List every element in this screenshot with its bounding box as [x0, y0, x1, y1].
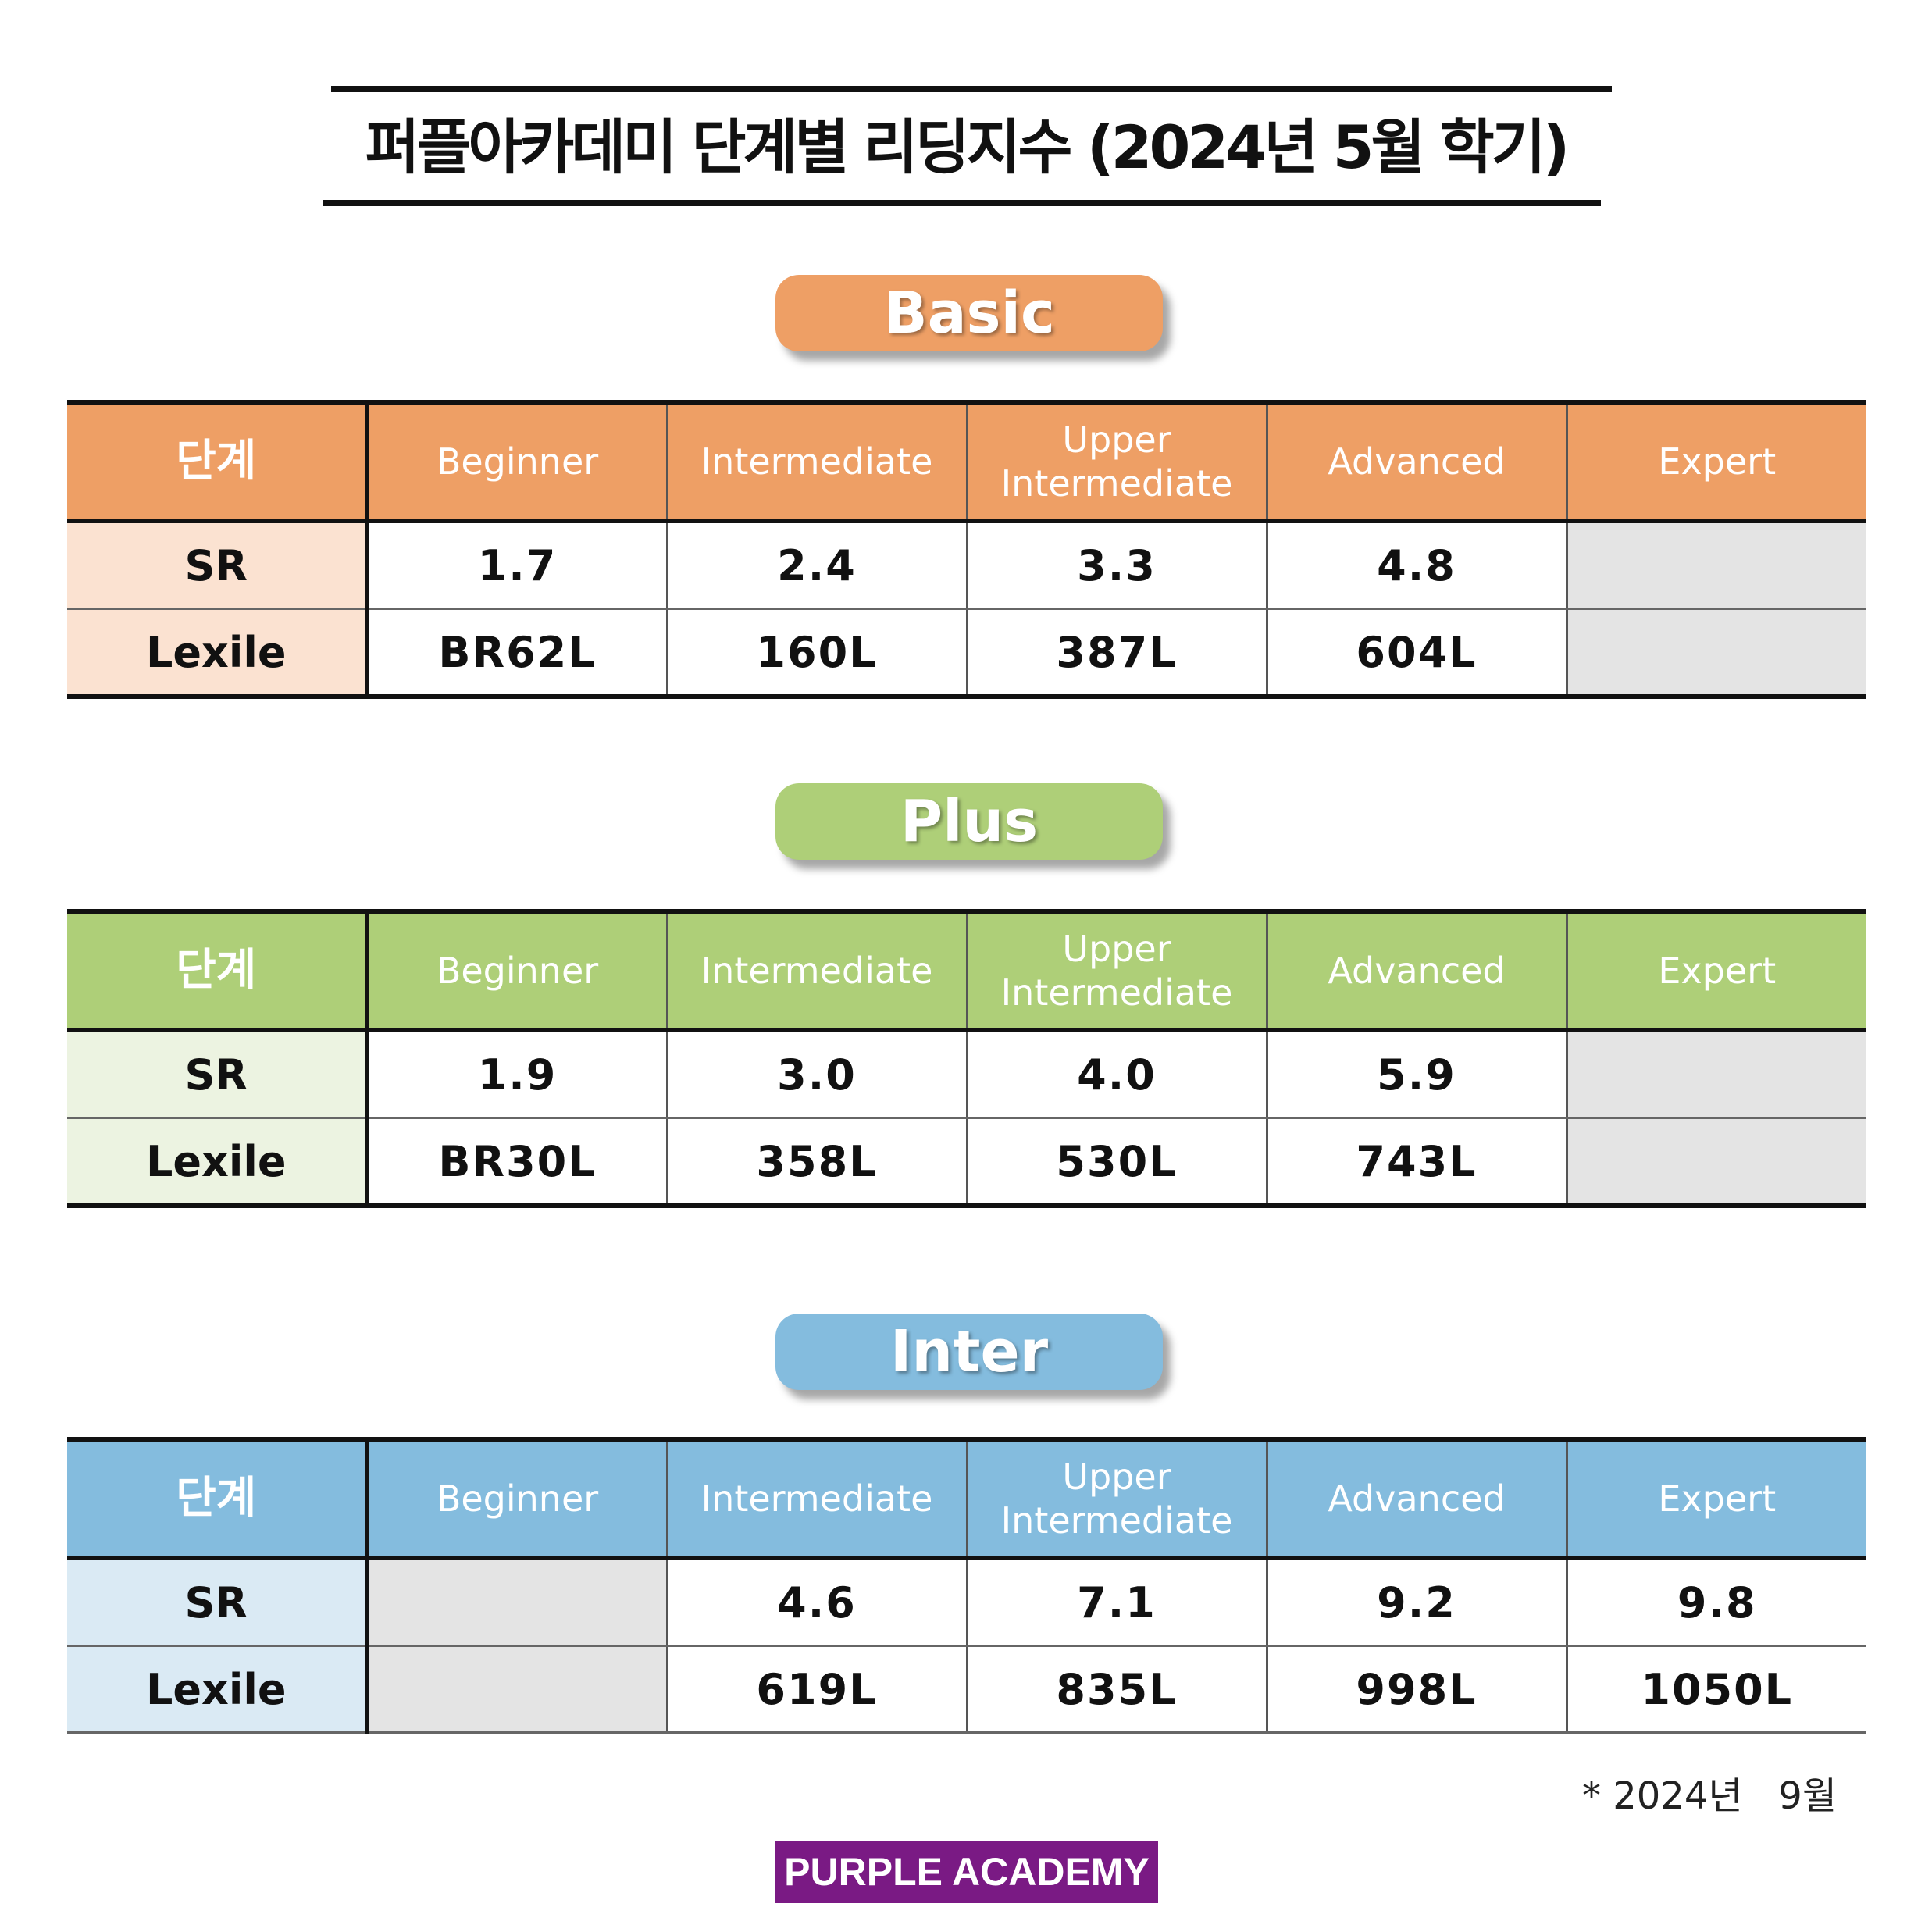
header-advanced: Advanced — [1265, 400, 1567, 523]
cell-value: 1050L — [1565, 1645, 1866, 1734]
header-expert: Expert — [1565, 909, 1866, 1032]
table-row-sr: SR 1.9 3.0 4.0 5.9 — [67, 1030, 1866, 1119]
cell-empty — [1565, 1117, 1866, 1208]
cell-value: 530L — [965, 1117, 1267, 1208]
cell-value: 3.3 — [965, 521, 1267, 610]
cell-empty — [1565, 521, 1866, 610]
header-intermediate: Intermediate — [665, 1437, 967, 1560]
table-row-lexile: Lexile BR62L 160L 387L 604L — [67, 608, 1866, 699]
table-row-sr: SR 1.7 2.4 3.3 4.8 — [67, 521, 1866, 610]
row-label-sr: SR — [67, 1030, 369, 1119]
table-header-row: 단계 Beginner Intermediate Upper Intermedi… — [67, 909, 1866, 1032]
row-label-sr: SR — [67, 1558, 369, 1647]
cell-value: 9.2 — [1265, 1558, 1567, 1647]
header-stage: 단계 — [67, 1437, 369, 1560]
table-row-sr: SR 4.6 7.1 9.2 9.8 — [67, 1558, 1866, 1647]
section-badge-plus: Plus — [775, 783, 1163, 860]
header-upper-intermediate: Upper Intermediate — [965, 909, 1267, 1032]
table-plus: 단계 Beginner Intermediate Upper Intermedi… — [67, 909, 1866, 1208]
cell-value: 743L — [1265, 1117, 1567, 1208]
header-beginner: Beginner — [367, 1437, 667, 1560]
header-intermediate: Intermediate — [665, 400, 967, 523]
header-stage: 단계 — [67, 909, 369, 1032]
row-label-lexile: Lexile — [67, 1117, 369, 1208]
cell-value: 835L — [965, 1645, 1267, 1734]
section-badge-basic: Basic — [775, 275, 1163, 351]
cell-value: 2.4 — [665, 521, 967, 610]
cell-value: BR62L — [367, 608, 667, 699]
row-label-sr: SR — [67, 521, 369, 610]
header-advanced: Advanced — [1265, 909, 1567, 1032]
cell-value: 7.1 — [965, 1558, 1267, 1647]
table-row-lexile: Lexile BR30L 358L 530L 743L — [67, 1117, 1866, 1208]
header-beginner: Beginner — [367, 909, 667, 1032]
cell-value: 9.8 — [1565, 1558, 1866, 1647]
table-header-row: 단계 Beginner Intermediate Upper Intermedi… — [67, 1437, 1866, 1560]
cell-value: 387L — [965, 608, 1267, 699]
header-expert: Expert — [1565, 1437, 1866, 1560]
header-advanced: Advanced — [1265, 1437, 1567, 1560]
cell-value: BR30L — [367, 1117, 667, 1208]
header-upper-intermediate-label: Upper Intermediate — [1000, 928, 1233, 1014]
header-upper-intermediate-label: Upper Intermediate — [1000, 1456, 1233, 1542]
cell-value: 5.9 — [1265, 1030, 1567, 1119]
cell-empty — [367, 1645, 667, 1734]
brand-label: PURPLE ACADEMY — [775, 1841, 1158, 1903]
cell-value: 4.0 — [965, 1030, 1267, 1119]
table-basic: 단계 Beginner Intermediate Upper Intermedi… — [67, 400, 1866, 699]
header-upper-intermediate: Upper Intermediate — [965, 400, 1267, 523]
cell-value: 604L — [1265, 608, 1567, 699]
header-beginner: Beginner — [367, 400, 667, 523]
cell-value: 4.8 — [1265, 521, 1567, 610]
cell-value: 619L — [665, 1645, 967, 1734]
cell-value: 1.9 — [367, 1030, 667, 1119]
header-upper-intermediate-label: Upper Intermediate — [1000, 419, 1233, 504]
row-label-lexile: Lexile — [67, 608, 369, 699]
section-badge-inter: Inter — [775, 1314, 1163, 1390]
cell-empty — [1565, 608, 1866, 699]
header-upper-intermediate: Upper Intermediate — [965, 1437, 1267, 1560]
cell-value: 4.6 — [665, 1558, 967, 1647]
title-rule-bottom — [323, 200, 1601, 206]
cell-value: 998L — [1265, 1645, 1567, 1734]
cell-value: 358L — [665, 1117, 967, 1208]
header-stage: 단계 — [67, 400, 369, 523]
page-title: 퍼플아카데미 단계별 리딩지수 (2024년 5월 학기) — [365, 112, 1570, 182]
title-block: 퍼플아카데미 단계별 리딩지수 (2024년 5월 학기) — [323, 86, 1612, 208]
date-note: * 2024년 9월 — [1581, 1774, 1837, 1818]
cell-value: 1.7 — [367, 521, 667, 610]
row-label-lexile: Lexile — [67, 1645, 369, 1734]
cell-value: 160L — [665, 608, 967, 699]
cell-empty — [1565, 1030, 1866, 1119]
cell-empty — [367, 1558, 667, 1647]
table-row-lexile: Lexile 619L 835L 998L 1050L — [67, 1645, 1866, 1734]
header-expert: Expert — [1565, 400, 1866, 523]
table-inter: 단계 Beginner Intermediate Upper Intermedi… — [67, 1437, 1866, 1734]
header-intermediate: Intermediate — [665, 909, 967, 1032]
title-rule-top — [331, 86, 1612, 92]
cell-value: 3.0 — [665, 1030, 967, 1119]
table-header-row: 단계 Beginner Intermediate Upper Intermedi… — [67, 400, 1866, 523]
